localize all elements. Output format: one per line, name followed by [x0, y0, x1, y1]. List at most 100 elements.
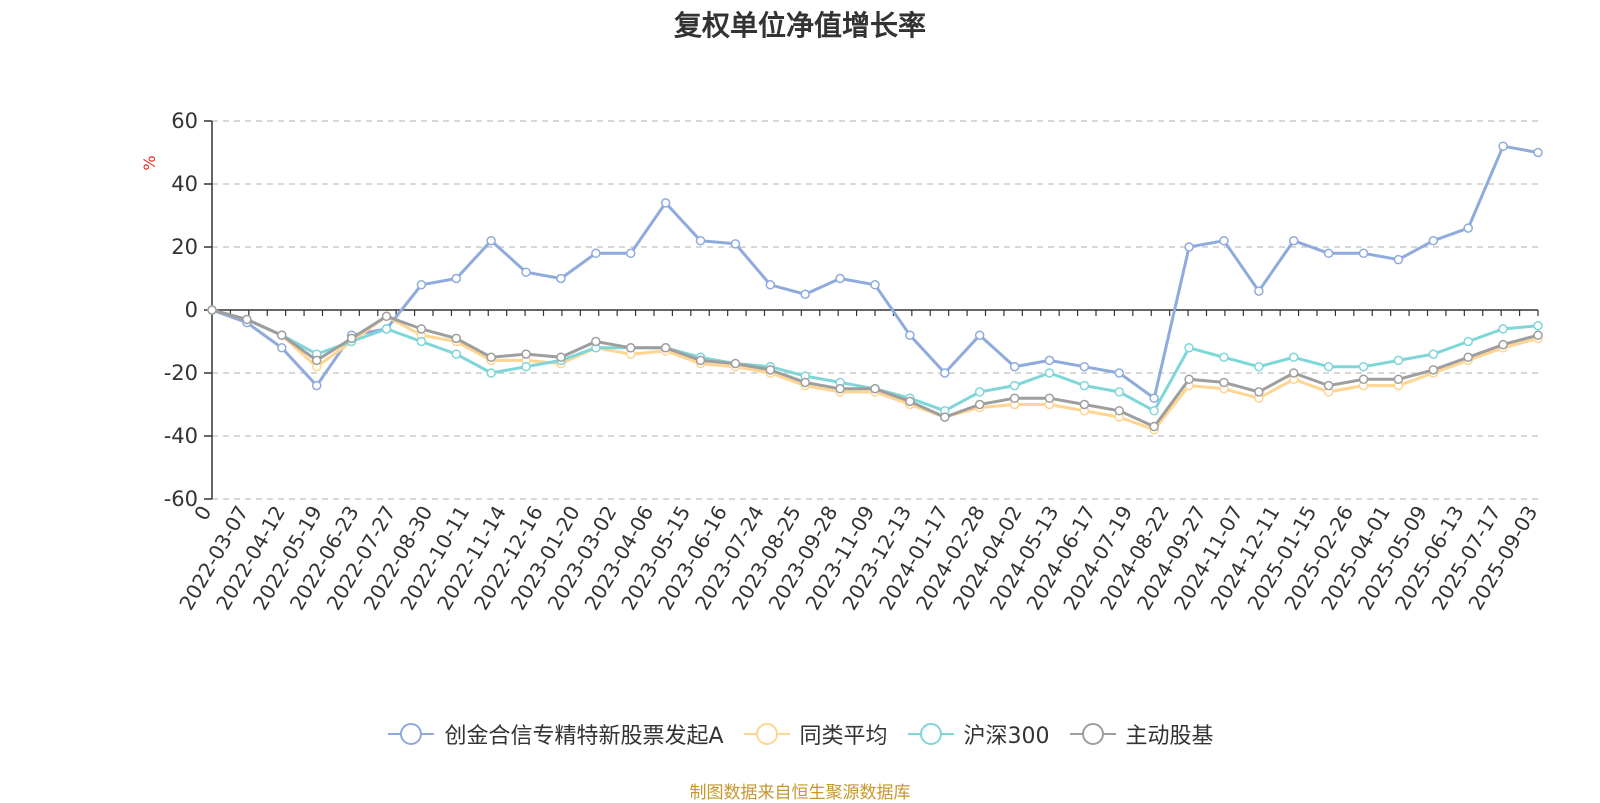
legend-label: 主动股基 — [1125, 724, 1214, 749]
data-point — [905, 330, 915, 340]
data-point — [940, 412, 950, 422]
data-point — [486, 352, 496, 362]
data-point — [277, 330, 287, 340]
data-point — [416, 280, 427, 290]
legend-item[interactable]: 主动股基 — [1068, 718, 1214, 750]
data-point — [1358, 248, 1369, 259]
legend-marker-icon — [388, 723, 435, 745]
data-point — [1219, 352, 1229, 362]
data-point — [1009, 380, 1020, 391]
data-point — [905, 396, 915, 407]
data-source-note: 制图数据来自恒生聚源数据库 — [689, 783, 911, 803]
data-point — [1393, 355, 1404, 366]
data-point — [346, 333, 357, 344]
data-point — [416, 324, 427, 334]
data-point — [1533, 147, 1543, 158]
data-point — [1288, 368, 1299, 378]
data-point — [1533, 330, 1543, 340]
data-point — [940, 368, 950, 378]
data-point — [1114, 406, 1125, 416]
data-point — [1044, 355, 1055, 366]
legend-marker-icon — [743, 723, 790, 745]
data-point — [1393, 374, 1404, 385]
data-point — [1079, 399, 1090, 410]
series-0 — [207, 141, 1543, 403]
legend-item[interactable]: 创金合信专精特新股票发起A — [386, 718, 724, 750]
data-point — [1463, 336, 1473, 347]
data-point — [1184, 242, 1194, 252]
data-point — [835, 273, 845, 284]
data-point — [730, 358, 741, 369]
data-point — [765, 365, 776, 375]
data-point — [521, 349, 531, 359]
data-point — [1184, 343, 1194, 353]
data-point — [277, 343, 287, 353]
data-point — [800, 289, 810, 299]
legend-label: 沪深300 — [963, 724, 1050, 749]
data-point — [695, 235, 706, 246]
data-point — [1044, 393, 1055, 403]
data-point — [521, 361, 531, 372]
legend-item[interactable]: 同类平均 — [742, 718, 888, 750]
data-point — [451, 333, 462, 344]
data-point — [556, 352, 566, 362]
series-3 — [207, 305, 1543, 432]
data-point — [381, 324, 392, 334]
data-point — [486, 368, 496, 378]
data-point — [730, 239, 741, 249]
y-tick-label: -60 — [164, 487, 198, 511]
data-point — [1254, 286, 1264, 296]
data-point — [1114, 368, 1125, 378]
data-point — [311, 380, 322, 391]
data-point — [1323, 380, 1334, 391]
line-chart: 6040200-20-40-6002022-03-072022-04-12202… — [140, 109, 1543, 614]
data-point — [451, 273, 462, 284]
legend-label: 创金合信专精特新股票发起A — [444, 724, 724, 749]
data-point — [1498, 141, 1508, 151]
data-point — [381, 311, 392, 322]
data-point — [1219, 377, 1229, 388]
data-point — [1428, 365, 1439, 375]
data-point — [695, 355, 706, 366]
data-point — [591, 336, 601, 347]
data-point — [242, 314, 252, 325]
data-point — [765, 280, 776, 290]
data-point — [800, 377, 810, 388]
data-point — [974, 387, 985, 397]
y-tick-label: -40 — [164, 424, 198, 448]
data-point — [556, 273, 566, 284]
x-tick-label: 0 — [189, 502, 216, 525]
data-point — [1358, 361, 1369, 372]
data-point — [1323, 248, 1334, 259]
legend-item[interactable]: 沪深300 — [906, 718, 1050, 750]
data-point — [1358, 374, 1369, 385]
series-line — [211, 308, 1539, 429]
data-point — [1428, 235, 1439, 246]
data-point — [1149, 421, 1159, 432]
data-point — [1009, 361, 1020, 372]
legend-marker-icon — [907, 723, 954, 745]
data-point — [1254, 361, 1264, 372]
data-point — [660, 198, 671, 208]
data-point — [1009, 393, 1020, 403]
data-point — [1114, 387, 1125, 397]
data-point — [1428, 349, 1439, 359]
data-point — [486, 235, 496, 246]
data-point — [625, 248, 636, 259]
data-point — [870, 384, 880, 394]
data-point — [1463, 352, 1473, 362]
data-point — [1463, 223, 1473, 233]
legend-marker-icon — [1069, 723, 1116, 745]
data-point — [207, 305, 217, 315]
chart-title: 复权单位净值增长率 — [673, 9, 926, 42]
data-point — [974, 399, 985, 410]
series-layer — [207, 141, 1543, 435]
legend-label: 同类平均 — [799, 724, 888, 749]
y-tick-label: 0 — [185, 298, 198, 322]
data-point — [1079, 380, 1090, 391]
data-point — [1219, 235, 1229, 246]
series-2 — [207, 305, 1543, 416]
data-point — [311, 355, 322, 366]
data-point — [1149, 406, 1159, 416]
data-point — [451, 349, 462, 359]
